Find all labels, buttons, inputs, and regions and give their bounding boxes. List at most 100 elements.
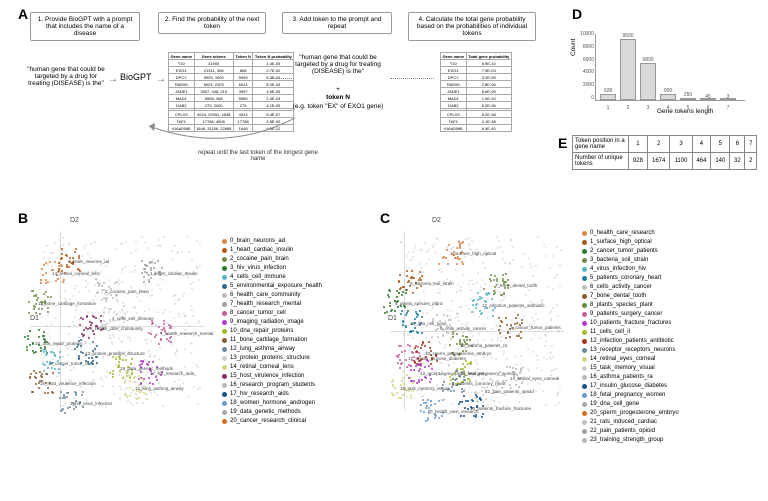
legend-item: 1_heart_cardiac_insulin xyxy=(222,246,322,255)
bar-2 xyxy=(620,39,636,100)
panel-e-label: E xyxy=(558,135,567,151)
legend-item: 13_receptor_receptors_neurons xyxy=(582,346,679,355)
legend-item: 14_retinal_corneal_lens xyxy=(222,363,322,372)
cluster-label: 6_health_care_community xyxy=(90,326,143,331)
cluster-label: 2_cocaine_pain_brain xyxy=(105,289,149,294)
bar-4 xyxy=(660,94,676,100)
panel-a-label: A xyxy=(18,6,28,22)
legend-item: 10_dna_repair_proteins xyxy=(222,327,322,336)
cluster-label: 14_retinal_corneal_lens xyxy=(52,271,100,276)
legend-item: 5_patients_coronary_heart xyxy=(582,274,679,283)
panel-b: D1 D2 14_retinal_corneal_lens0_brain_neu… xyxy=(22,215,372,495)
legend-item: 3_hiv_virus_infection xyxy=(222,264,322,273)
legend-item: 16_research_program_students xyxy=(222,381,322,390)
legend-item: 18_women_hormone_androgen xyxy=(222,399,322,408)
legend-b: 0_brain_neurons_ad1_heart_cardiac_insuli… xyxy=(222,237,322,426)
cluster-label: 3_hiv_virus_infection xyxy=(70,401,112,406)
scatter-c: 1_surface_high_optical3_bacteria_soil_st… xyxy=(390,231,570,411)
prompt-text-2: "human gene that could be targeted by a … xyxy=(292,54,384,75)
legend-item: 8_plants_species_plant xyxy=(582,301,679,310)
prompt-text: "human gene that could be targeted by a … xyxy=(26,66,106,87)
step-4: 4. Calculate the total gene probability … xyxy=(408,12,536,41)
legend-item: 7_bone_dental_tooth xyxy=(582,292,679,301)
cluster-label: 15_task_memory_visual xyxy=(400,386,449,391)
legend-item: 11_cells_cell_il xyxy=(582,328,679,337)
legend-item: 15_task_memory_visual xyxy=(582,364,679,373)
panel-c: D1 D2 1_surface_high_optical3_bacteria_s… xyxy=(382,215,732,495)
legend-item: 9_imaging_radiation_image xyxy=(222,318,322,327)
legend-item: 0_health_care_research xyxy=(582,229,679,238)
legend-item: 19_dna_cell_gene xyxy=(582,400,679,409)
cluster-label: 12_infection_patients_antibiotic xyxy=(482,303,545,308)
cluster-label: 3_bacteria_soil_strain xyxy=(410,281,454,286)
legend-item: 6_health_care_community xyxy=(222,291,322,300)
cluster-label: 14_retinal_eyes_corneal xyxy=(510,376,559,381)
legend-item: 21_rats_induced_cardiac xyxy=(582,418,679,427)
cluster-label: 0_health_care_research xyxy=(430,409,479,414)
cluster-label: 8_cancer_tumor_cell xyxy=(50,361,92,366)
cluster-label: 2_cancer_tumor_patients xyxy=(510,325,561,330)
panel-d: 0200040006000800010000928195002580039004… xyxy=(572,8,752,128)
legend-item: 5_environmental_exposure_health xyxy=(222,282,322,291)
cluster-label: 15_host_virulence_infection xyxy=(40,381,96,386)
cluster-label: 11_bone_cartilage_formation xyxy=(38,301,96,306)
step-2: 2. Find the probability of the next toke… xyxy=(158,12,266,34)
cluster-label: 0_brain_neurons_ad xyxy=(68,259,109,264)
legend-item: 19_data_genetic_methods xyxy=(222,408,322,417)
cluster-label: 7_bone_dental_tooth xyxy=(495,283,537,288)
legend-item: 10_patients_fracture_fractures xyxy=(582,319,679,328)
legend-item: 12_lung_asthma_airway xyxy=(222,345,322,354)
bar-3 xyxy=(640,63,656,100)
legend-item: 23_training_strength_group xyxy=(582,436,679,445)
legend-item: 22_pain_patients_opioid xyxy=(582,427,679,436)
cluster-label: 16_asthma_patients_ra xyxy=(460,343,507,348)
d-ylabel: Count xyxy=(570,39,577,56)
legend-item: 17_hiv_research_aids xyxy=(222,390,322,399)
arrow-2: → xyxy=(156,74,166,85)
legend-item: 4_cells_cell_immune xyxy=(222,273,322,282)
legend-item: 20_sperm_progesterone_embryo xyxy=(582,409,679,418)
legend-item: 6_cells_activity_cancer xyxy=(582,283,679,292)
cluster-label: 12_lung_asthma_airway xyxy=(135,386,184,391)
cluster-label: 1_heart_cardiac_insulin xyxy=(150,271,198,276)
legend-item: 8_cancer_tumor_cell xyxy=(222,309,322,318)
legend-item: 0_brain_neurons_ad xyxy=(222,237,322,246)
cluster-label: 13_protein_proteins_structure xyxy=(85,351,145,356)
cluster-label: 17_hiv_research_aids xyxy=(150,371,194,376)
legend-item: 14_retinal_eyes_corneal xyxy=(582,355,679,364)
legend-item: 9_patients_surgery_cancer xyxy=(582,310,679,319)
legend-item: 1_surface_high_optical xyxy=(582,238,679,247)
cluster-label: 19_data_genetic_methods xyxy=(120,366,173,371)
cluster-label: 10_patients_fracture_fractures xyxy=(470,406,531,411)
total-prob-table: Gene nameTotal gene probabilityT108.9E-1… xyxy=(440,52,512,132)
plus: + xyxy=(292,86,384,93)
d-xlabel: Gene tokens length xyxy=(657,108,713,115)
dotted-arrow-1 xyxy=(270,78,292,79)
legend-item: 4_virus_infection_hiv xyxy=(582,265,679,274)
legend-item: 17_insulin_glucose_diabetes xyxy=(582,382,679,391)
step-3: 3. Add token to the prompt and repeat xyxy=(282,12,392,34)
dotted-arrow-2 xyxy=(390,78,434,79)
legend-item: 18_fetal_pregnancy_women xyxy=(582,391,679,400)
repeat-note: repeat until the last token of the longe… xyxy=(198,150,318,162)
chart-d: 0200040006000800010000928195002580039004… xyxy=(572,24,752,114)
c-d2: D2 xyxy=(432,217,441,224)
legend-item: 20_cancer_research_clinical xyxy=(222,417,322,426)
legend-item: 2_cancer_tumor_patients xyxy=(582,247,679,256)
cluster-label: 18_fetal_pregnancy_women xyxy=(460,371,517,376)
panel-a: 1. Provide BioGPT with a prompt that inc… xyxy=(30,8,550,188)
legend-c: 0_health_care_research1_surface_high_opt… xyxy=(582,229,679,445)
legend-item: 15_host_virulence_infection xyxy=(222,372,322,381)
legend-item: 13_protein_proteins_structure xyxy=(222,354,322,363)
cluster-label: 20_sperm_progesterone_embryo xyxy=(425,351,492,356)
legend-item: 11_bone_cartilage_formation xyxy=(222,336,322,345)
cluster-label: 8_plants_species_plant xyxy=(395,301,442,306)
cluster-label: 4_cells_cell_immune xyxy=(112,316,154,321)
arrow-1: → xyxy=(108,74,118,85)
bar-1 xyxy=(600,94,616,100)
token-n: token N xyxy=(292,94,384,101)
legend-item: 7_health_research_mental xyxy=(222,300,322,309)
table-e: Token position in a gene name1234567Numb… xyxy=(572,135,757,170)
token-eg: (e.g. token "EX" of EXO1 gene) xyxy=(284,103,392,110)
biogpt-label: BioGPT xyxy=(120,72,152,82)
